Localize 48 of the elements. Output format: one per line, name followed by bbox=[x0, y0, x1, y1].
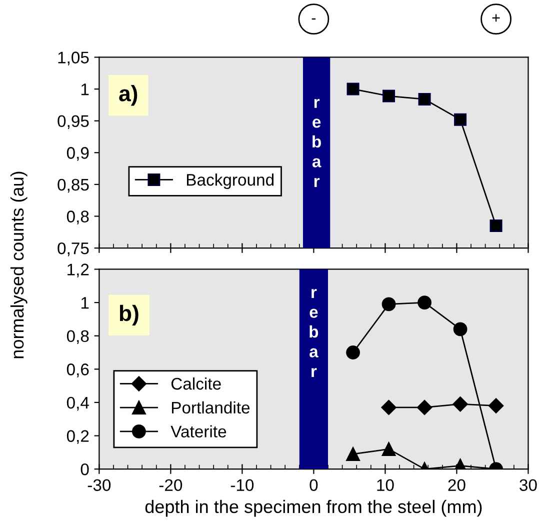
y-axis-title: normalysed counts (au) bbox=[10, 172, 28, 358]
point bbox=[381, 400, 396, 416]
y-tick-label: 0,85 bbox=[58, 178, 89, 193]
x-tick-label: -10 bbox=[230, 479, 254, 492]
x-tick-label: 30 bbox=[520, 479, 537, 492]
point bbox=[490, 220, 502, 232]
y-tick-label: 0,8 bbox=[66, 330, 89, 344]
point bbox=[346, 346, 360, 360]
band-label: rebar bbox=[310, 288, 318, 378]
point bbox=[454, 113, 467, 126]
y-tick-label: 0,2 bbox=[66, 430, 89, 444]
band-label: rebar bbox=[312, 98, 322, 187]
point bbox=[346, 82, 360, 96]
legend-label: Portlandite bbox=[172, 401, 250, 414]
x-axis-title: depth in the specimen from the steel (mm) bbox=[145, 500, 482, 517]
point bbox=[346, 447, 360, 462]
y-tick-label: 0,9 bbox=[66, 147, 89, 161]
text: + bbox=[492, 14, 500, 22]
annotation: a) bbox=[119, 85, 138, 106]
x-tick-label: 20 bbox=[448, 479, 466, 492]
point bbox=[382, 90, 396, 102]
point bbox=[418, 296, 432, 310]
y-tick-label: 1,05 bbox=[58, 52, 89, 66]
point bbox=[382, 442, 396, 456]
point bbox=[382, 297, 396, 312]
point bbox=[418, 92, 431, 106]
y-tick-label: 0,8 bbox=[66, 210, 89, 224]
x-tick-label: -30 bbox=[88, 479, 111, 492]
annotation: b) bbox=[120, 304, 138, 326]
y-tick-label: 0 bbox=[80, 463, 89, 476]
point bbox=[488, 398, 504, 414]
point bbox=[453, 322, 468, 336]
x-tick-label: 10 bbox=[377, 479, 394, 492]
y-tick-label: 0,6 bbox=[66, 364, 89, 378]
y-tick-label: 0,95 bbox=[58, 115, 89, 130]
legend-label: Calcite bbox=[171, 377, 221, 390]
legend-label: Vaterite bbox=[170, 425, 226, 438]
text: - bbox=[312, 18, 316, 20]
y-tick-label: 1,2 bbox=[68, 264, 89, 278]
legend-label: Background bbox=[186, 173, 274, 190]
y-tick-label: 0,4 bbox=[66, 396, 89, 411]
point bbox=[452, 396, 468, 412]
x-tick-label: -20 bbox=[159, 479, 182, 492]
y-tick-label: 1 bbox=[81, 297, 89, 309]
y-tick-label: 0,75 bbox=[58, 242, 89, 256]
x-tick-label: 0 bbox=[310, 479, 318, 492]
point bbox=[416, 400, 432, 416]
y-tick-label: 1 bbox=[81, 84, 89, 96]
